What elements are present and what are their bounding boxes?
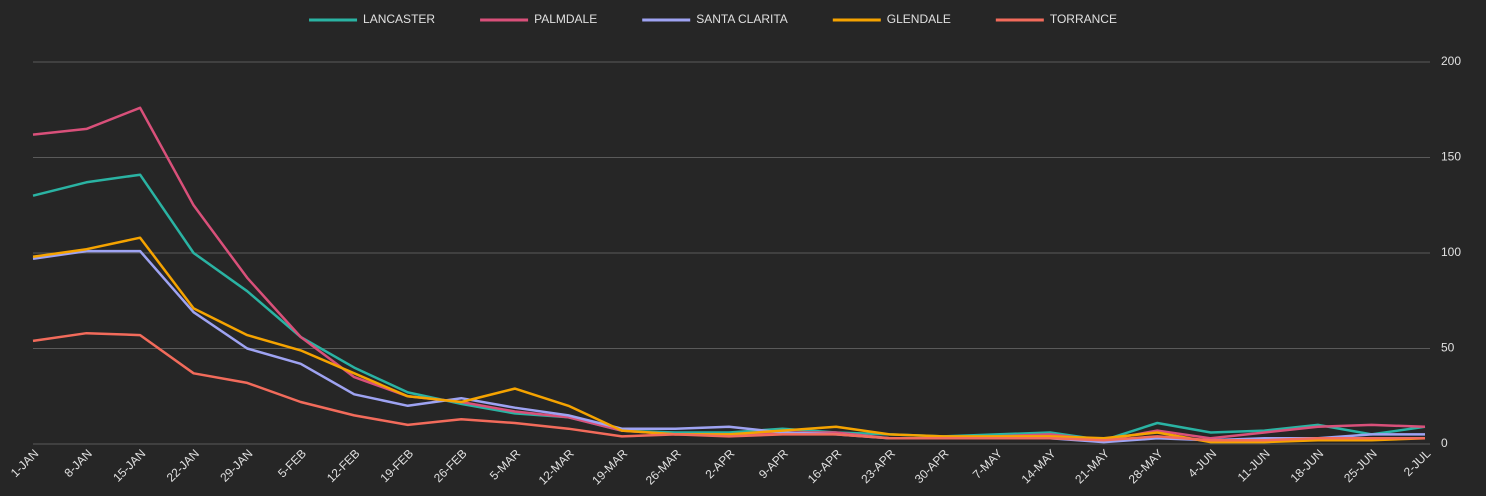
series-line [32, 331, 1425, 442]
series-line [32, 249, 1425, 444]
x-tick-label: 15-JAN [110, 446, 148, 484]
x-tick-label: 16-APR [805, 446, 845, 486]
y-tick-label: 150 [1441, 150, 1461, 164]
legend-label: TORRANCE [1050, 12, 1117, 26]
series-line [32, 173, 1426, 442]
x-tick-label: 23-APR [858, 446, 898, 486]
legend-label: LANCASTER [363, 12, 435, 26]
y-tick-label: 100 [1441, 245, 1461, 259]
y-tick-label: 0 [1441, 436, 1448, 450]
legend-label: GLENDALE [887, 12, 951, 26]
x-tick-label: 14-MAY [1019, 446, 1059, 486]
y-tick-label: 50 [1441, 341, 1455, 355]
x-tick-label: 12-MAR [536, 446, 577, 487]
x-tick-label: 12-FEB [324, 446, 363, 485]
x-tick-label: 8-JAN [61, 446, 94, 479]
x-tick-label: 29-JAN [217, 446, 255, 484]
series-line [32, 236, 1426, 444]
x-tick-label: 1-JAN [8, 446, 41, 479]
y-tick-label: 200 [1441, 54, 1461, 68]
x-tick-label: 7-MAY [970, 446, 1005, 481]
legend-label: PALMDALE [534, 12, 597, 26]
x-tick-label: 18-JUN [1288, 446, 1327, 485]
x-tick-label: 2-APR [702, 446, 737, 481]
x-tick-label: 26-MAR [643, 446, 684, 487]
x-tick-label: 5-MAR [487, 446, 524, 483]
legend-label: SANTA CLARITA [696, 12, 788, 26]
x-tick-label: 2-JUL [1401, 446, 1434, 479]
x-tick-label: 22-JAN [164, 446, 202, 484]
x-tick-label: 5-FEB [275, 446, 309, 480]
x-tick-label: 19-FEB [377, 446, 416, 485]
x-tick-label: 4-JUN [1185, 446, 1219, 480]
x-tick-label: 21-MAY [1072, 446, 1112, 486]
x-tick-label: 26-FEB [431, 446, 470, 485]
x-tick-label: 30-APR [912, 446, 952, 486]
x-tick-label: 9-APR [756, 446, 791, 481]
x-tick-label: 28-MAY [1126, 446, 1166, 486]
x-tick-label: 25-JUN [1341, 446, 1380, 485]
x-tick-label: 11-JUN [1235, 446, 1273, 484]
legend: LANCASTER PALMDALE SANTA CLARITA GLENDALE TO… [309, 12, 1117, 26]
x-tick-label: 19-MAR [589, 446, 630, 487]
